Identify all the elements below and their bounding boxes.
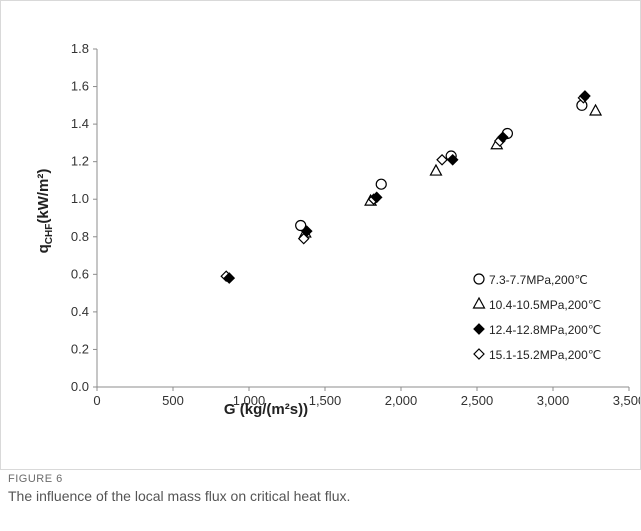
y-tick-label: 0.2: [71, 341, 89, 356]
y-tick-label: 1.8: [71, 41, 89, 56]
figure-caption: The influence of the local mass flux on …: [8, 488, 351, 504]
x-tick-label: 2,000: [385, 393, 418, 408]
x-tick-label: 3,500: [613, 393, 640, 408]
axes: 0 500 1,000 1,500 2,000 2,500 3,000 3,500 0.0 0.2…: [71, 41, 640, 408]
data-point: [579, 90, 591, 102]
y-tick-label: 1.0: [71, 191, 89, 206]
y-tick-label: 0.0: [71, 379, 89, 394]
x-tick-label: 0: [93, 393, 100, 408]
legend-marker: [473, 348, 485, 360]
data-point: [446, 153, 459, 166]
legend-label: 12.4-12.8MPa,200℃: [489, 323, 601, 337]
x-tick-label: 1,500: [309, 393, 342, 408]
data-point: [295, 219, 307, 232]
data-point: [429, 163, 443, 176]
y-tick-label: 1.6: [71, 79, 89, 94]
figure-label: FIGURE 6: [8, 473, 63, 485]
legend-marker: [473, 273, 485, 285]
data-point: [300, 225, 313, 237]
data-point: [589, 103, 603, 116]
legend-label: 15.1-15.2MPa,200℃: [489, 348, 601, 362]
data-points: [220, 90, 603, 284]
y-axis-label-main: q: [35, 244, 52, 253]
y-tick-label: 0.6: [71, 266, 89, 281]
x-tick-label: 500: [162, 393, 184, 408]
data-point: [496, 131, 509, 144]
data-point: [370, 191, 383, 204]
y-axis-label-sub: CHF: [44, 224, 55, 245]
legend-marker: [473, 323, 485, 335]
chart-frame: 0 500 1,000 1,500 2,000 2,500 3,000 3,500 0.0 0.2…: [0, 0, 641, 470]
y-tick-label: 1.2: [71, 154, 89, 169]
legend-label: 7.3-7.7MPa,200℃: [489, 273, 588, 287]
data-point: [375, 178, 387, 190]
legend: 7.3-7.7MPa,200℃ 10.4-10.5MPa,200℃ 12.4-12.…: [472, 273, 601, 362]
legend-marker: [472, 296, 486, 309]
y-tick-label: 0.4: [71, 304, 89, 319]
data-point: [223, 272, 236, 284]
x-tick-label: 1,000: [233, 393, 266, 408]
y-axis-label: qCHF(kW/m²): [35, 169, 55, 254]
x-tick-label: 3,000: [537, 393, 570, 408]
legend-label: 10.4-10.5MPa,200℃: [489, 298, 601, 312]
y-tick-label: 0.8: [71, 229, 89, 244]
x-axis-label: G (kg/(m²s)): [224, 401, 308, 418]
x-tick-label: 2,500: [461, 393, 494, 408]
y-tick-label: 1.4: [71, 116, 89, 131]
scatter-chart: 0 500 1,000 1,500 2,000 2,500 3,000 3,500 0.0 0.2…: [35, 41, 640, 418]
data-point: [436, 153, 448, 166]
y-axis-label-unit: (kW/m²): [35, 169, 52, 224]
